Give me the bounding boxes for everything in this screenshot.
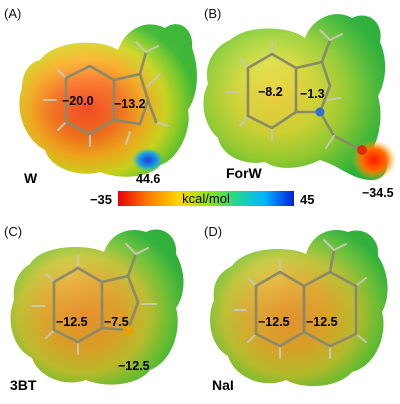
positive-region-a: [132, 148, 164, 172]
molecule-name-a: W: [24, 170, 38, 186]
panel-b-value-2: −1.3: [300, 87, 325, 101]
panel-c-value-1: −12.5: [56, 315, 88, 329]
panel-a-value-2: −13.2: [114, 97, 146, 111]
negative-region-b: [352, 140, 396, 180]
molecule-nai: [233, 239, 367, 359]
molecule-w: [43, 41, 169, 147]
molecule-name-c: 3BT: [10, 377, 37, 393]
panel-a-label: (A): [4, 6, 21, 21]
panel-c-value-2: −7.5: [104, 315, 129, 329]
molecule-forw: [225, 29, 367, 155]
panel-d-value-1: −12.5: [258, 315, 290, 329]
panel-c-value-3: −12.5: [118, 359, 150, 373]
panel-b-value-1: −8.2: [258, 85, 283, 99]
panel-d: (D) −12.5 −12.5 NaI: [204, 224, 388, 393]
color-bar: −35 kcal/mol 45: [90, 191, 314, 207]
panel-b: (B) −8.2 −1.3 ForW −34.5: [203, 6, 396, 200]
panel-a: (A) −20.0 −13.2 W 44.6: [4, 6, 197, 186]
color-bar-gradient: [118, 191, 294, 206]
panel-a-value-1: −20.0: [62, 94, 94, 108]
molecule-name-b: ForW: [226, 165, 263, 181]
panel-b-value-3: −34.5: [362, 186, 394, 200]
panel-c: (C) −12.5 −7.5 3BT −12.5: [4, 224, 184, 393]
color-bar-max: 45: [300, 192, 314, 207]
panel-d-value-2: −12.5: [306, 315, 338, 329]
panel-c-label: (C): [4, 224, 22, 239]
molecule-name-d: NaI: [212, 377, 234, 393]
color-bar-unit: kcal/mol: [182, 191, 230, 206]
panel-b-label: (B): [204, 6, 221, 21]
molecule-3bt: [31, 243, 157, 355]
color-bar-min: −35: [90, 192, 112, 207]
panel-d-label: (D): [204, 224, 222, 239]
panel-a-value-3: 44.6: [136, 172, 160, 186]
